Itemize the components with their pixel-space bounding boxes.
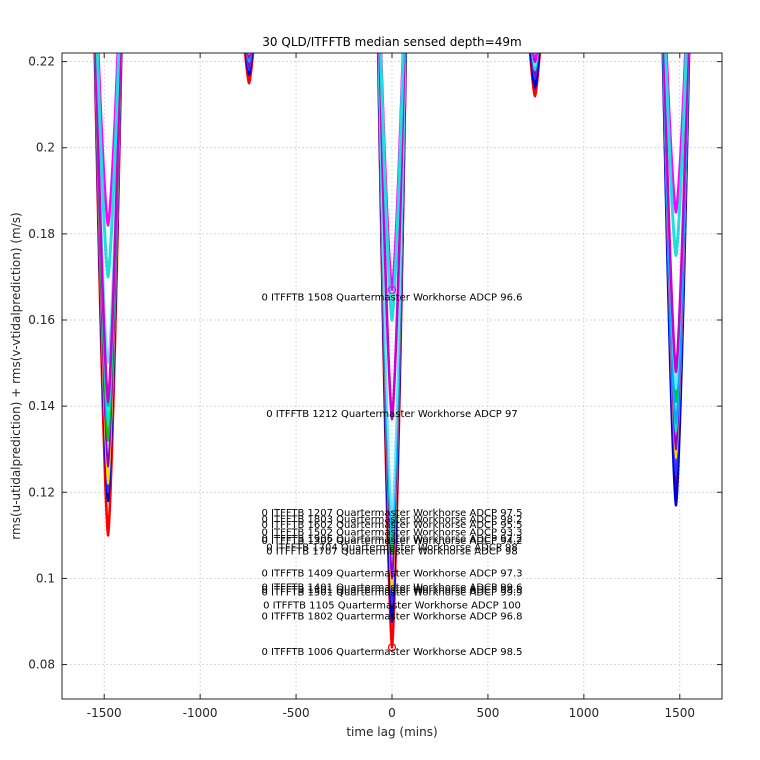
y-tick-label: 0.18 (28, 227, 55, 241)
annotation-label: 0 ITFFTB 1212 Quartermaster Workhorse AD… (266, 409, 518, 420)
annotation-label: 0 ITFFTB 1105 Quartermaster Workhorse AD… (263, 601, 521, 612)
minimum-marker (387, 285, 397, 294)
annotation-label: 0 ITFFTB 1501 Quartermaster Workhorse AD… (261, 588, 522, 599)
x-tick-label: -500 (282, 706, 309, 720)
x-tick-label: 0 (388, 706, 396, 720)
x-tick-label: 500 (476, 706, 499, 720)
series-line (94, 53, 122, 404)
annotation-label: 0 ITFFTB 1302 Quartermaster Workhorse AD… (261, 536, 522, 547)
x-tick-label: 1500 (665, 706, 696, 720)
y-axis-ticks: 0.08 0.1 0.12 0.14 0.16 0.18 0.2 0.22 (28, 55, 722, 672)
series-line (379, 53, 405, 322)
series-line (243, 53, 255, 85)
x-axis-ticks: -1500 -1000 -500 0 500 1000 1500 (87, 53, 695, 720)
series-line (530, 53, 540, 80)
annotation-label: 0 ITFFTB 1704 Quartermaster Workhorse AD… (266, 542, 518, 553)
series-cyan-top (95, 53, 688, 322)
annotation-label: 0 ITFFTB 1207 Quartermaster Workhorse AD… (261, 508, 522, 519)
series-line (665, 53, 687, 214)
annotation-label: 0 ITFFTB 1602 Quartermaster Workhorse AD… (261, 520, 522, 531)
y-tick-label: 0.14 (28, 399, 55, 413)
x-tick-label: 1000 (569, 706, 600, 720)
annotation-label: 0 ITFFTB 1409 Quartermaster Workhorse AD… (261, 568, 522, 579)
annotation-label: 0 ITFFTB 1301 Quartermaster Workhorse AD… (261, 585, 522, 596)
series-line (245, 53, 253, 72)
series-line (246, 53, 252, 63)
series-line (531, 53, 538, 63)
annotation-label: 0 ITFFTB 1802 Quartermaster Workhorse AD… (261, 611, 522, 622)
annotation-group: 0 ITFFTB 1508 Quartermaster Workhorse AD… (261, 293, 522, 658)
series-line (531, 53, 539, 67)
series-line (530, 53, 540, 76)
x-tick-label: -1000 (183, 706, 218, 720)
series-line (532, 53, 538, 59)
series-line (379, 53, 405, 292)
series-line (531, 53, 539, 72)
series-line (246, 53, 252, 59)
annotation-label: 0 ITFFTB 1006 Quartermaster Workhorse AD… (261, 647, 522, 658)
series-line (529, 53, 541, 89)
y-axis-label: rms(u-utidalprediction) + rms(v-vtidalpr… (9, 212, 23, 539)
annotation-label: 0 ITFFTB 1906 Quartermaster Workhorse AD… (261, 534, 522, 545)
series-group (93, 53, 691, 649)
annotation-label: 0 ITFFTB 1803 Quartermaster Workhorse AD… (261, 514, 522, 525)
series-line (664, 53, 688, 257)
marker-group (387, 285, 397, 652)
y-tick-label: 0.08 (28, 658, 55, 672)
x-axis-label: time lag (mins) (346, 725, 437, 739)
y-tick-label: 0.12 (28, 485, 55, 499)
annotation-label: 0 ITFFTB 1401 Quartermaster Workhorse AD… (261, 582, 522, 593)
annotation-label: 0 ITFFTB 1502 Quartermaster Workhorse AD… (261, 527, 522, 538)
series-line (662, 53, 690, 373)
x-tick-label: -1500 (87, 706, 122, 720)
minimum-marker (387, 643, 397, 652)
series-line (528, 53, 542, 98)
grid-lines (62, 53, 722, 699)
series-line (95, 53, 121, 279)
series-1508 (97, 53, 687, 292)
series-line (245, 53, 253, 67)
y-tick-label: 0.22 (28, 55, 55, 69)
series-line (97, 53, 120, 227)
y-tick-label: 0.2 (36, 141, 55, 155)
y-tick-label: 0.16 (28, 313, 55, 327)
y-tick-label: 0.1 (36, 571, 55, 585)
chart-title: 30 QLD/ITFFTB median sensed depth=49m (262, 35, 521, 49)
annotation-label: 0 ITFFTB 1707 Quartermaster Workhorse AD… (266, 547, 518, 558)
annotation-label: 0 ITFFTB 1508 Quartermaster Workhorse AD… (261, 293, 522, 304)
series-line (244, 53, 254, 76)
